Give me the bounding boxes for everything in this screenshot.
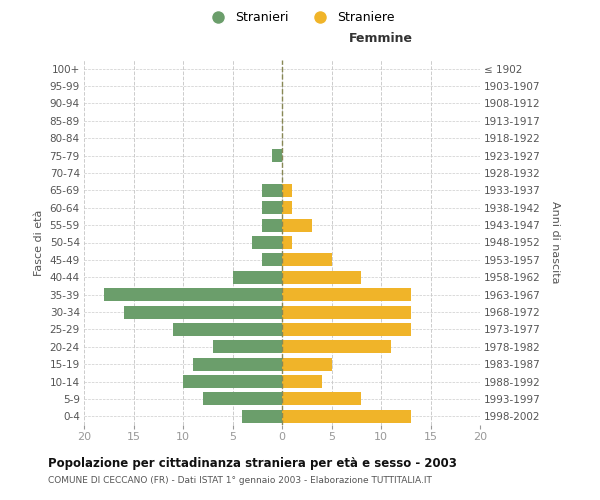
Bar: [173, 323, 282, 336]
Bar: [282, 392, 361, 406]
Bar: [193, 358, 282, 370]
Text: COMUNE DI CECCANO (FR) - Dati ISTAT 1° gennaio 2003 - Elaborazione TUTTITALIA.IT: COMUNE DI CECCANO (FR) - Dati ISTAT 1° g…: [48, 476, 432, 485]
Bar: [282, 201, 292, 214]
Bar: [282, 288, 411, 301]
Bar: [282, 306, 411, 318]
Bar: [282, 184, 292, 197]
Y-axis label: Fasce di età: Fasce di età: [34, 210, 44, 276]
Bar: [282, 340, 391, 353]
Bar: [262, 184, 282, 197]
Bar: [183, 375, 282, 388]
Bar: [242, 410, 282, 423]
Text: Femmine: Femmine: [349, 32, 413, 46]
Bar: [233, 270, 282, 284]
Bar: [282, 410, 411, 423]
Bar: [272, 149, 282, 162]
Y-axis label: Anni di nascita: Anni di nascita: [550, 201, 560, 284]
Bar: [104, 288, 282, 301]
Bar: [203, 392, 282, 406]
Bar: [124, 306, 282, 318]
Bar: [253, 236, 282, 249]
Bar: [282, 236, 292, 249]
Bar: [282, 323, 411, 336]
Bar: [282, 270, 361, 284]
Text: Popolazione per cittadinanza straniera per età e sesso - 2003: Popolazione per cittadinanza straniera p…: [48, 458, 457, 470]
Bar: [262, 254, 282, 266]
Bar: [212, 340, 282, 353]
Bar: [262, 201, 282, 214]
Bar: [282, 358, 331, 370]
Bar: [282, 218, 312, 232]
Legend: Stranieri, Straniere: Stranieri, Straniere: [200, 6, 400, 29]
Bar: [282, 254, 331, 266]
Bar: [262, 218, 282, 232]
Bar: [282, 375, 322, 388]
